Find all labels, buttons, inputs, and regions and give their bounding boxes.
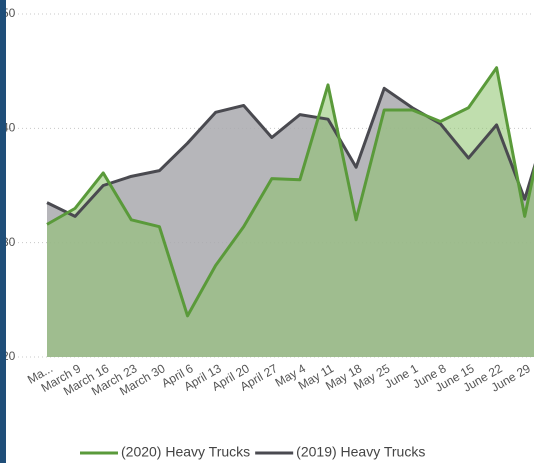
area	[47, 67, 534, 357]
x-tick-label: Jul...	[532, 361, 534, 386]
legend-label: (2020) Heavy Trucks	[121, 444, 250, 460]
left-border	[0, 0, 6, 463]
line	[46, 66, 534, 318]
line	[46, 86, 534, 218]
legend-label: (2019) Heavy Trucks	[296, 444, 425, 460]
